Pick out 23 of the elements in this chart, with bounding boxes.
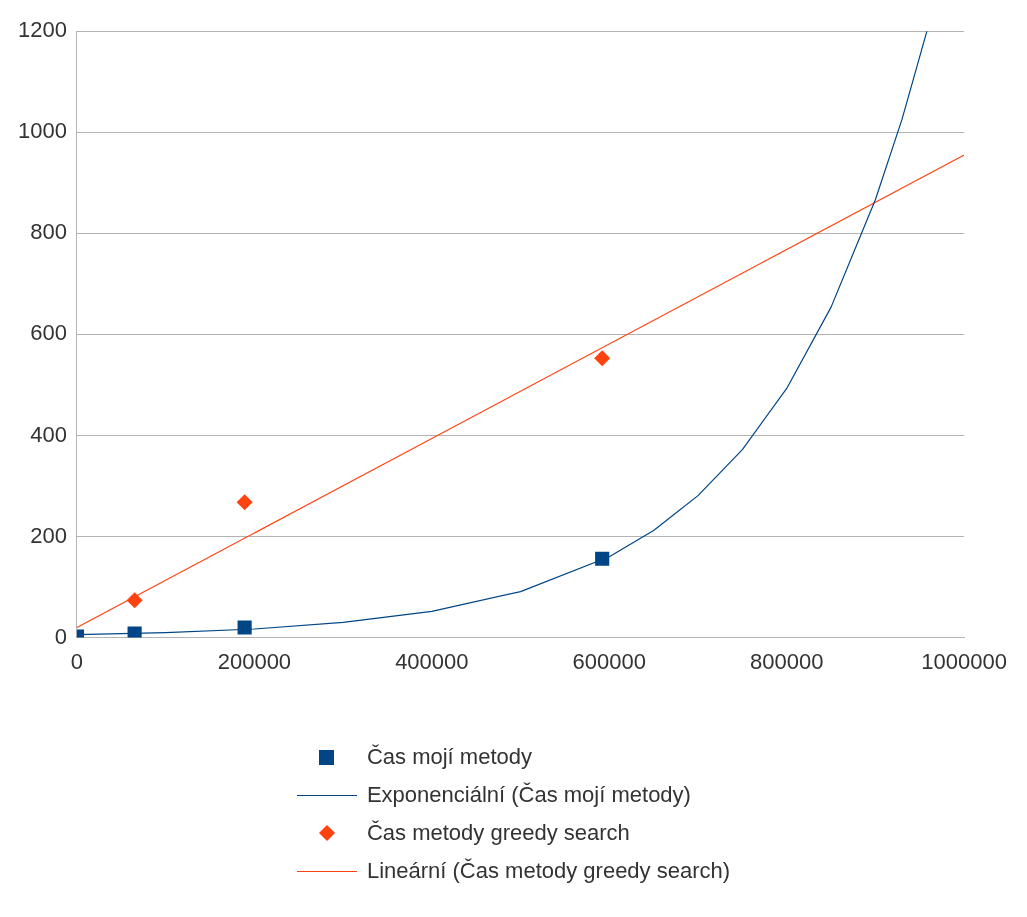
x-tick-label: 1000000: [921, 648, 1007, 674]
point: [595, 551, 610, 566]
x-tick-label: 200000: [217, 648, 292, 674]
x-tick-label: 400000: [395, 648, 469, 674]
point: [594, 350, 611, 367]
legend-label: Exponenciální (Čas mojí metody): [366, 782, 691, 808]
x-tick-label: 0: [70, 648, 84, 674]
y-tick-label: 600: [30, 320, 67, 346]
point: [126, 592, 143, 609]
legend-label: Čas metody greedy search: [366, 820, 630, 846]
x-tick-label: 800000: [750, 648, 824, 674]
y-tick-label: 800: [30, 219, 67, 245]
point: [237, 620, 252, 635]
point: [236, 494, 253, 511]
legend-label: Čas mojí metody: [366, 744, 532, 770]
y-tick-label: 400: [30, 421, 67, 447]
legend-label: Lineární (Čas metody greedy search): [366, 858, 731, 884]
y-tick-label: 200: [30, 522, 67, 548]
x-tick-label: 600000: [572, 648, 646, 674]
y-tick-label: 1200: [17, 17, 67, 43]
point: [127, 626, 142, 638]
y-tick-label: 0: [54, 623, 67, 649]
y-tick-label: 1000: [17, 118, 67, 144]
